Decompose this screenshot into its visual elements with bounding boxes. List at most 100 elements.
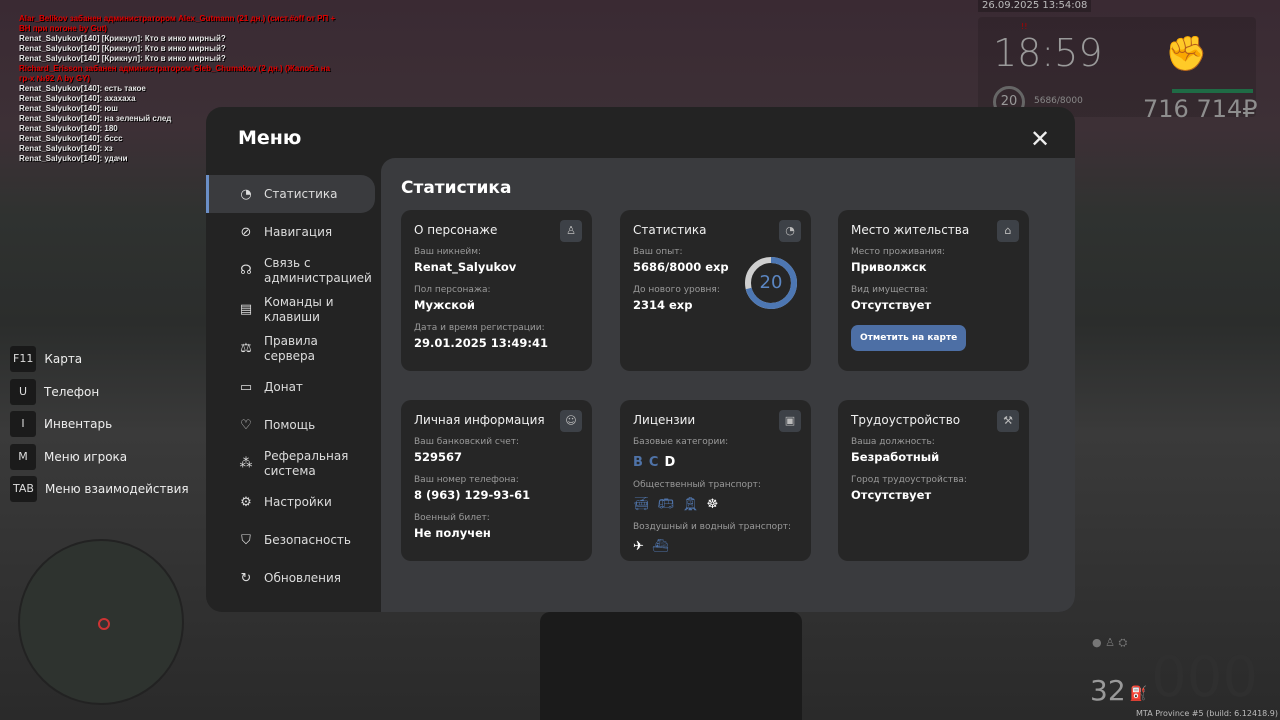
- sidebar-item[interactable]: ▤ Команды и клавиши: [206, 290, 375, 329]
- refresh-check-icon: ↻: [240, 570, 252, 586]
- wallet-icon: ▭: [239, 379, 253, 395]
- fuel-icon: ⛽: [1129, 686, 1148, 702]
- heart-hand-icon: ♡: [240, 417, 252, 433]
- close-button[interactable]: ✕: [1030, 125, 1051, 153]
- field-label: До нового уровня:: [633, 285, 720, 295]
- sidebar-item[interactable]: ⚙ Настройки: [206, 483, 375, 521]
- content-panel: Статистика О персонаже ♙ Ваш никнейм: Rena…: [381, 158, 1075, 612]
- hotkey-interaction[interactable]: TAB Меню взаимодействия: [10, 476, 189, 502]
- chat-log: Alar_Belikov забанен администратором Ale…: [19, 14, 339, 164]
- fuel-value: 32: [1090, 674, 1126, 707]
- menu-modal: Меню ✕ ◔ Статистика ⊘ Навигация ☊ Связь с адм…: [206, 107, 1075, 612]
- bus-icon: 🚌︎: [657, 497, 675, 512]
- chat-line: Renat_Salyukov[140]: на зеленый след: [19, 114, 172, 123]
- field-label: Военный билет:: [414, 513, 490, 523]
- tram-icon: 🚊︎: [682, 497, 699, 512]
- speedometer: ● ♙ ⛭ 32 ⛽ 000: [1090, 636, 1258, 706]
- card-job: Трудоустройство ⚒ Ваша должность: Безработ…: [838, 400, 1029, 561]
- sidebar-item[interactable]: ▭ Донат: [206, 368, 375, 406]
- document-icon: ▤: [239, 302, 253, 317]
- field-label: Базовые категории:: [633, 437, 729, 447]
- sidebar-item-label: Безопасность: [264, 532, 351, 547]
- field-label: Ваш номер телефона:: [414, 475, 519, 485]
- hotkey-key: U: [10, 378, 36, 405]
- pie-chart-icon: ◔: [779, 220, 801, 242]
- category-c: C: [648, 455, 659, 470]
- sidebar-item[interactable]: ☊ Связь с администрацией: [206, 251, 375, 290]
- sidebar-item-label: Правила сервера: [264, 333, 318, 363]
- network-icon: ⁂: [239, 456, 253, 471]
- hotkey-player-menu[interactable]: M Меню игрока: [10, 443, 189, 470]
- category-d: D: [664, 455, 676, 470]
- field-label: Вид имущества:: [851, 285, 929, 295]
- card-title: О персонаже: [414, 223, 498, 237]
- chat-line: Renat_Salyukov[140]: удачи: [19, 154, 128, 163]
- sidebar-item[interactable]: ⛉ Безопасность: [206, 521, 375, 559]
- hotkey-key: F11: [10, 346, 37, 372]
- sidebar-item[interactable]: ◔ Статистика: [206, 175, 375, 213]
- hotkey-inventory[interactable]: I Инвентарь: [10, 411, 189, 437]
- sidebar-item[interactable]: ♡ Помощь: [206, 406, 375, 444]
- sidebar-item-label: Настройки: [264, 494, 332, 509]
- chat-line: Renat_Salyukov[140] [Крикнул]: Кто в инк…: [19, 44, 226, 53]
- headset-icon: ☊: [240, 263, 252, 278]
- field-label: Ваш опыт:: [633, 247, 683, 257]
- sidebar-item[interactable]: ⚖ Правила сервера: [206, 329, 375, 368]
- hotkey-phone[interactable]: U Телефон: [10, 378, 189, 405]
- chat-line: Renat_Salyukov[140] [Крикнул]: Кто в инк…: [19, 34, 226, 43]
- hotkey-label: Меню взаимодействия: [44, 482, 189, 496]
- sidebar-item-label: Команды и клавиши: [264, 294, 334, 324]
- card-title: Личная информация: [414, 413, 545, 427]
- airplane-icon: ✈: [633, 539, 644, 554]
- user-icon: ♙: [560, 220, 582, 242]
- nickname-value: Renat_Salyukov: [414, 260, 517, 274]
- mark-on-map-button[interactable]: Отметить на карте: [851, 325, 967, 351]
- gear-icon: ⚙: [240, 494, 252, 510]
- hotkey-map[interactable]: F11 Карта: [10, 346, 189, 372]
- home-icon: ⌂: [997, 220, 1019, 242]
- level-progress-ring: 20: [744, 256, 798, 310]
- sidebar-item[interactable]: ↻ Обновления: [206, 559, 375, 597]
- hotkey-label: Телефон: [44, 384, 100, 399]
- scales-icon: ⚖: [240, 341, 252, 356]
- job-city-value: Отсутствует: [851, 488, 932, 502]
- exp-remaining-value: 2314 exp: [633, 298, 693, 312]
- speed-gauge: 000: [1151, 645, 1258, 710]
- field-label: Дата и время регистрации:: [414, 323, 545, 333]
- trolleybus-icon: 🚎︎: [633, 497, 650, 512]
- chat-line: Renat_Salyukov[140]: ахахаха: [19, 94, 136, 103]
- bank-account-value: 529567: [414, 450, 463, 464]
- hotkey-list: F11 Карта U Телефон I Инвентарь M Меню игрок…: [10, 346, 189, 509]
- sidebar-item[interactable]: ⁂ Реферальная система: [206, 444, 375, 483]
- minimap: [18, 539, 184, 705]
- position-value: Безработный: [851, 450, 940, 464]
- field-label: Место проживания:: [851, 247, 945, 257]
- card-title: Статистика: [633, 223, 707, 237]
- card-personal: Личная информация ☺ Ваш банковский счет: 5…: [401, 400, 592, 561]
- hotkey-key: M: [10, 443, 36, 470]
- chat-line: Renat_Salyukov[140]: хз: [19, 144, 113, 153]
- field-label: Воздушный и водный транспорт:: [633, 522, 792, 532]
- sidebar-item-label: Обновления: [264, 570, 342, 585]
- field-label: Ваш никнейм:: [414, 247, 482, 257]
- sidebar-item[interactable]: ⊘ Навигация: [206, 213, 375, 251]
- gender-value: Мужской: [414, 298, 475, 312]
- military-id-value: Не получен: [414, 526, 491, 540]
- license-icon: ▣: [779, 410, 801, 432]
- chat-line: Renat_Salyukov[140]: бссс: [19, 134, 123, 143]
- sidebar-item-label: Навигация: [264, 224, 333, 239]
- menu-title: Меню: [238, 127, 302, 149]
- hotkey-label: Инвентарь: [44, 417, 113, 431]
- public-transport-icons: 🚎︎ 🚌︎ 🚊︎ ☸: [633, 493, 798, 512]
- card-character: О персонаже ♙ Ваш никнейм: Renat_Salyukov …: [401, 210, 592, 371]
- field-label: Общественный транспорт:: [633, 480, 761, 490]
- build-info: MTA Province #5 (build: 6.12418.9): [1136, 709, 1278, 718]
- user-circle-icon: ☺: [560, 410, 582, 432]
- hotkey-key: TAB: [10, 476, 37, 502]
- player-marker: [98, 618, 110, 630]
- chat-line: Alar_Belikov забанен администратором Ale…: [19, 14, 336, 33]
- dashboard-icons: ● ♙ ⛭: [1092, 636, 1128, 649]
- air-water-transport-icons: ✈ ⛴: [633, 535, 798, 554]
- fist-icon: ✊: [1165, 34, 1208, 74]
